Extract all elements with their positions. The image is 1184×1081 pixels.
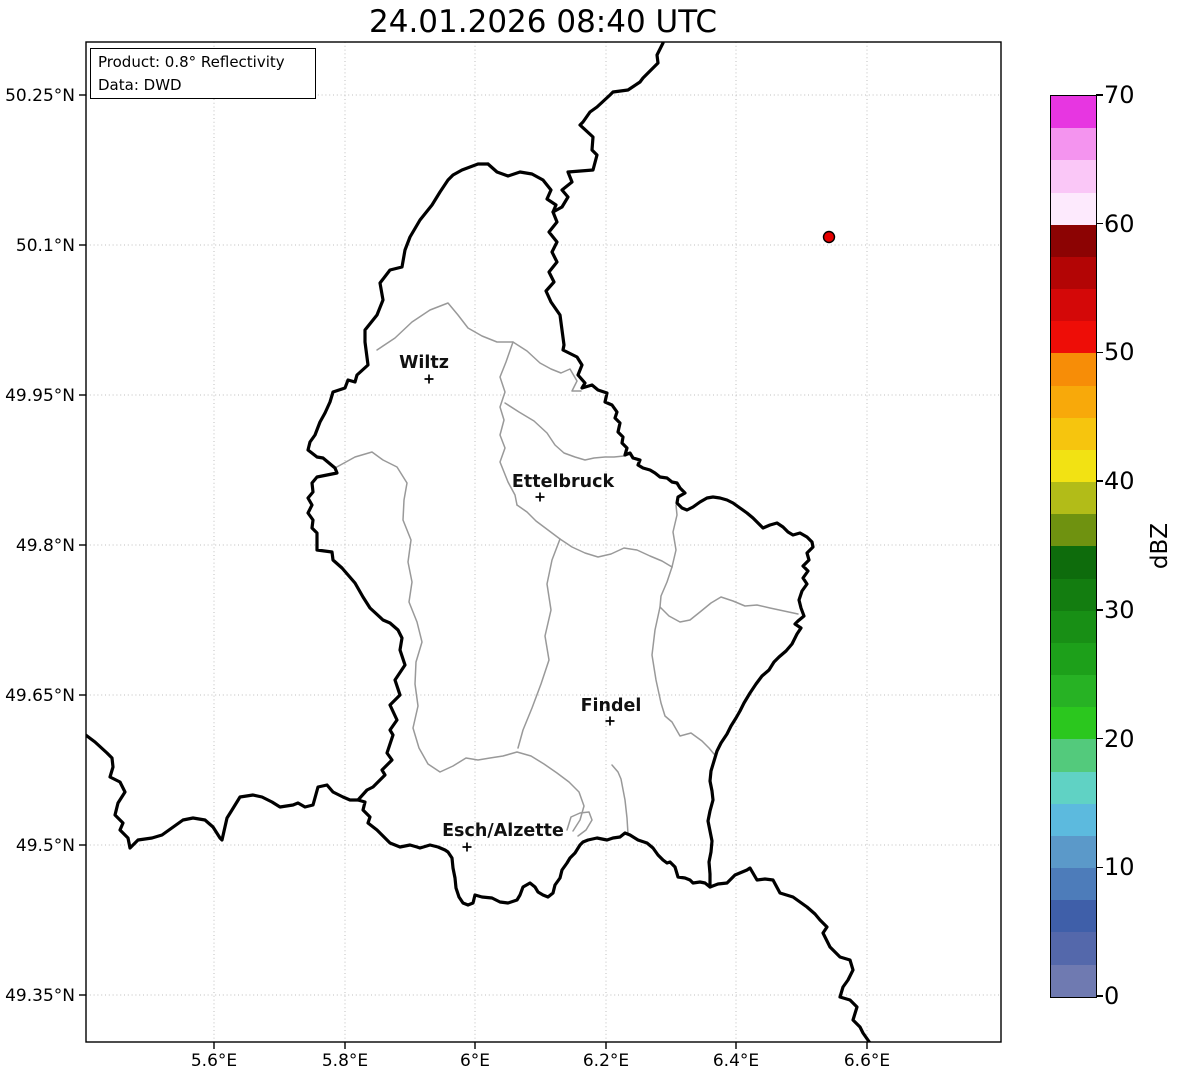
colorbar-segment xyxy=(1051,868,1096,901)
colorbar-tick-mark xyxy=(1096,94,1104,96)
district-border xyxy=(659,566,799,623)
city-marker xyxy=(535,492,545,502)
colorbar-tick-label: 50 xyxy=(1104,338,1135,367)
product-info-box: Product: 0.8° Reflectivity Data: DWD xyxy=(90,48,316,99)
gridlines xyxy=(86,42,1001,1042)
y-tick-label: 50.25°N xyxy=(5,86,75,106)
y-tick-label: 49.5°N xyxy=(16,836,75,856)
country-border xyxy=(708,866,872,1042)
colorbar-segment xyxy=(1051,385,1096,418)
country-border xyxy=(306,162,815,907)
district-border xyxy=(651,606,715,755)
district-border xyxy=(334,451,585,832)
x-tick-label: 6.2°E xyxy=(583,1051,629,1071)
colorbar-segment xyxy=(1051,578,1096,611)
district-border xyxy=(516,504,673,568)
city-label: Esch/Alzette xyxy=(442,821,564,841)
x-tick-label: 6.6°E xyxy=(844,1051,890,1071)
colorbar-segment xyxy=(1051,256,1096,290)
colorbar-segment xyxy=(1051,353,1096,386)
city-label: Findel xyxy=(581,696,642,716)
colorbar-segment xyxy=(1051,835,1096,869)
radar-point xyxy=(822,230,836,244)
colorbar-tick-label: 70 xyxy=(1104,81,1135,109)
district-border xyxy=(566,811,593,837)
colorbar-tick-mark xyxy=(1096,737,1104,740)
colorbar-segment xyxy=(1051,128,1096,161)
colorbar-tick-label: 40 xyxy=(1104,467,1135,496)
colorbar-tick-mark xyxy=(1096,866,1104,868)
colorbar-segment xyxy=(1051,321,1096,354)
colorbar-segment xyxy=(1051,964,1096,997)
colorbar-segment xyxy=(1051,675,1096,708)
colorbar-segment xyxy=(1051,642,1096,676)
colorbar-segment xyxy=(1051,449,1096,483)
plot-frame xyxy=(85,41,1002,1043)
district-border xyxy=(376,302,518,506)
product-line: Product: 0.8° Reflectivity xyxy=(98,53,285,71)
city-label: Ettelbruck xyxy=(512,472,615,492)
colorbar-tick-mark xyxy=(1096,223,1104,225)
y-tick-label: 49.8°N xyxy=(16,536,75,556)
figure-title: 24.01.2026 08:40 UTC xyxy=(369,4,717,40)
colorbar-segment xyxy=(1051,610,1096,643)
colorbar-segment xyxy=(1051,96,1096,129)
x-tick-label: 5.8°E xyxy=(322,1051,368,1071)
colorbar-segment xyxy=(1051,707,1096,740)
country-border xyxy=(551,42,665,214)
colorbar-axis-label: dBZ xyxy=(1147,522,1173,570)
city-label: Wiltz xyxy=(399,353,449,373)
y-tick-label: 49.35°N xyxy=(5,986,75,1006)
colorbar-segment xyxy=(1051,739,1096,772)
colorbar-tick-label: 10 xyxy=(1104,853,1135,882)
district-border xyxy=(512,341,582,392)
colorbar xyxy=(1050,95,1097,998)
y-tick-label: 50.1°N xyxy=(16,236,75,256)
colorbar-segment xyxy=(1051,771,1096,804)
district-border xyxy=(504,402,625,461)
city-marker xyxy=(605,716,615,726)
colorbar-segment xyxy=(1051,546,1096,579)
colorbar-tick-label: 20 xyxy=(1104,724,1135,753)
colorbar-tick-mark xyxy=(1096,995,1104,997)
city-marker xyxy=(462,842,472,852)
colorbar-segment xyxy=(1051,932,1096,965)
colorbar-tick-mark xyxy=(1096,609,1104,611)
colorbar-segment xyxy=(1051,224,1096,257)
colorbar-tick-mark xyxy=(1096,351,1104,354)
colorbar-segment xyxy=(1051,289,1096,322)
x-tick-label: 6°E xyxy=(460,1051,490,1071)
district-border xyxy=(517,538,561,749)
x-tick-label: 5.6°E xyxy=(191,1051,237,1071)
colorbar-segment xyxy=(1051,192,1096,225)
colorbar-segment xyxy=(1051,417,1096,450)
y-tick-label: 49.95°N xyxy=(5,386,75,406)
colorbar-tick-label: 30 xyxy=(1104,595,1135,624)
colorbar-tick-label: 60 xyxy=(1104,209,1135,238)
colorbar-segment xyxy=(1051,514,1096,547)
colorbar-segment xyxy=(1051,900,1096,933)
colorbar-segment xyxy=(1051,803,1096,836)
y-tick-label: 49.65°N xyxy=(5,686,75,706)
colorbar-tick-label: 0 xyxy=(1104,982,1120,1010)
country-border xyxy=(86,733,360,850)
colorbar-tick-mark xyxy=(1096,480,1104,482)
map-borders xyxy=(86,42,872,1042)
colorbar-segment xyxy=(1051,160,1096,193)
colorbar-segment xyxy=(1051,482,1096,515)
district-border xyxy=(671,504,678,568)
data-source-line: Data: DWD xyxy=(98,75,182,94)
city-marker xyxy=(424,374,434,384)
x-tick-label: 6.4°E xyxy=(713,1051,759,1071)
district-border xyxy=(611,764,629,835)
